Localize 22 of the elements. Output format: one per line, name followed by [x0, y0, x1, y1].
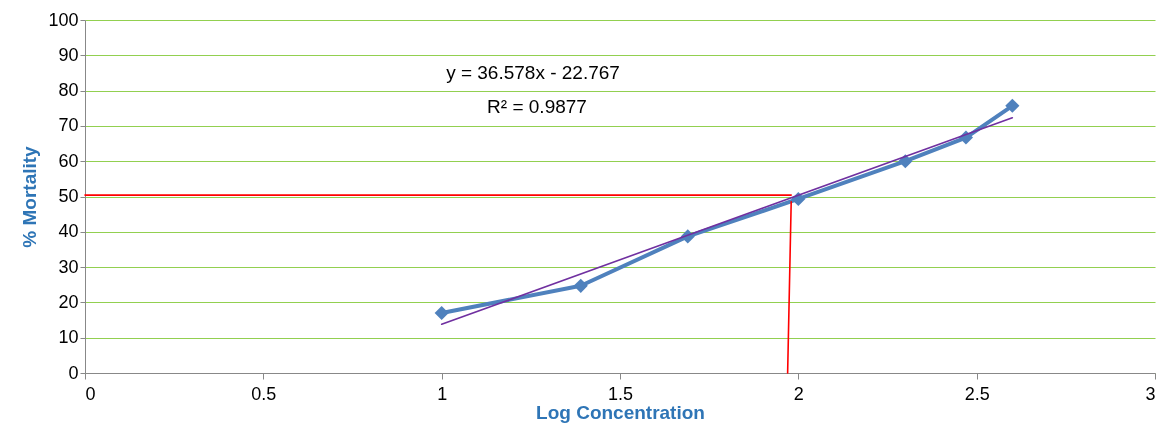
- annotation: y = 36.578x - 22.767: [446, 62, 620, 83]
- y-tick-label: 100: [48, 9, 79, 30]
- y-tick-label: 0: [68, 362, 79, 383]
- y-tick-label: 90: [58, 44, 79, 65]
- annotation: R² = 0.9877: [487, 96, 587, 117]
- y-tick-label: 10: [58, 327, 79, 348]
- y-axis-title: % Mortality: [19, 145, 41, 248]
- y-tick-label: 20: [58, 291, 79, 312]
- x-tick-label: 2.5: [964, 383, 990, 404]
- x-tick-label: 2: [793, 383, 804, 404]
- x-tick-label: 0.5: [251, 383, 277, 404]
- x-tick-label: 1.5: [607, 383, 634, 404]
- x-tick-label: 3: [1145, 383, 1156, 404]
- y-tick-label: 70: [58, 115, 79, 136]
- y-tick-label: 30: [58, 256, 79, 277]
- y-tick-label: 80: [58, 80, 79, 101]
- y-tick-label: 40: [58, 221, 79, 242]
- x-tick-label: 0: [85, 383, 96, 404]
- y-tick-label: 60: [58, 150, 79, 171]
- y-tick-label: 50: [58, 186, 79, 206]
- x-axis-title: Log Concentration: [536, 401, 705, 423]
- x-tick-label: 1: [437, 383, 448, 404]
